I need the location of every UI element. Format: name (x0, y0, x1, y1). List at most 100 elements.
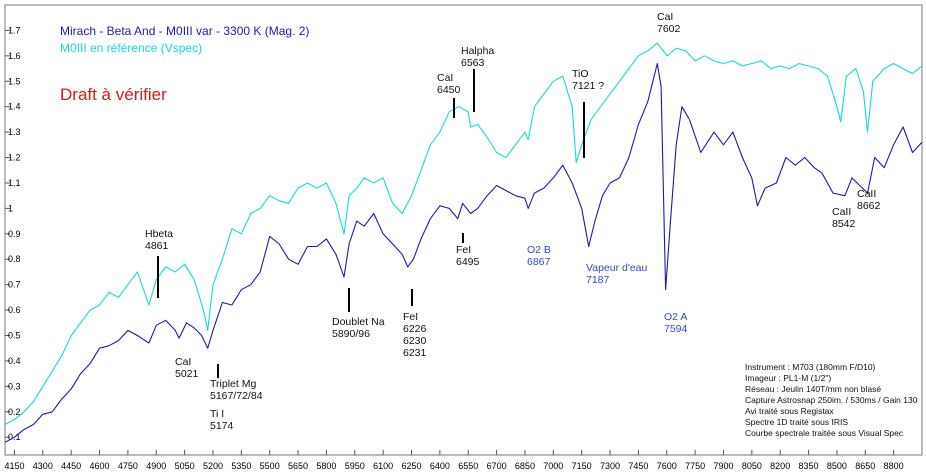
info-line: Courbe spectrale traitée sous Visual Spe… (745, 428, 904, 438)
x-tick-label: 8200 (770, 461, 790, 471)
annotation-label: CaII (857, 188, 876, 200)
annotation-label: O2 A (664, 311, 687, 323)
x-tick-label: 4450 (61, 461, 81, 471)
x-tick-label: 5200 (203, 461, 223, 471)
y-tick-label: 0.5 (8, 331, 21, 341)
series-group (4, 42, 923, 443)
x-tick-label: 4300 (33, 461, 53, 471)
info-line: Spectre 1D traité sous IRIS (745, 417, 848, 427)
x-tick-label: 6100 (373, 461, 393, 471)
series-line-reference (4, 42, 923, 425)
x-tick-label: 4150 (4, 461, 24, 471)
x-tick-label: 7150 (572, 461, 592, 471)
annotation-label: Doublet Na (332, 316, 385, 328)
series-line-mirach (4, 62, 923, 443)
y-tick-label: 0.9 (8, 229, 21, 239)
info-line: Instrument : M703 (180mm F/D10) (745, 362, 876, 372)
x-tick-label: 8050 (742, 461, 762, 471)
y-tick-label: 0.8 (8, 254, 21, 264)
annotation-label: 7602 (657, 23, 681, 35)
annotation-label: 8662 (857, 200, 881, 212)
annotation-label: 6230 (403, 335, 427, 347)
x-tick-label: 8650 (855, 461, 875, 471)
info-line: Réseau : Jeulin 140T/mm non blasé (745, 384, 881, 394)
annotation-label: Triplet Mg (210, 378, 256, 390)
annotation-label: CaI (437, 72, 453, 84)
x-tick-label: 7750 (685, 461, 705, 471)
info-line: Avi traité sous Registax (745, 406, 834, 416)
y-tick-label: 1.1 (8, 178, 21, 188)
draft-note: Draft à vérifier (60, 85, 167, 104)
info-line: Capture Astrosnap 250im. / 530ms / Gain … (745, 395, 918, 405)
annotation-label: 6231 (403, 347, 427, 359)
x-tick-label: 7600 (657, 461, 677, 471)
annotation-label: TiO (572, 68, 589, 80)
y-tick-label: 1.2 (8, 153, 21, 163)
annotation-label: Halpha (461, 45, 494, 57)
annotation-label: CaII (832, 206, 851, 218)
y-tick-label: 1.7 (8, 25, 21, 35)
annotation-label: 5021 (175, 368, 199, 380)
annotation-label: 5174 (210, 420, 234, 432)
x-tick-label: 6850 (515, 461, 535, 471)
annotation-label: 4861 (145, 240, 169, 252)
annotation-label: 6563 (461, 57, 485, 69)
y-tick-label: 0.7 (8, 280, 21, 290)
annotation-label: Ti I (210, 408, 224, 420)
y-tick-label: 1.4 (8, 102, 21, 112)
x-tick-label: 5350 (231, 461, 251, 471)
x-tick-label: 6400 (430, 461, 450, 471)
annotation-label: O2 B (527, 244, 551, 256)
plot-frame (4, 4, 923, 456)
y-tick-label: 1.6 (8, 51, 21, 61)
y-tick-label: 1.3 (8, 127, 21, 137)
legend-entry-mirach: Mirach - Beta And - M0III var - 3300 K (… (60, 24, 309, 38)
instrument-info: Instrument : M703 (180mm F/D10) Imageur … (745, 362, 918, 438)
annotation-label: CaI (175, 356, 191, 368)
x-tick-label: 7000 (543, 461, 563, 471)
x-tick-label: 7300 (600, 461, 620, 471)
legend-entry-reference: M0III en référence (Vspec) (60, 41, 202, 55)
annotation-label: 7594 (664, 323, 688, 335)
x-tick-label: 6250 (401, 461, 421, 471)
x-tick-label: 6700 (487, 461, 507, 471)
x-tick-label: 8500 (827, 461, 847, 471)
annotation-label: CaI (657, 11, 673, 23)
y-tick-label: 0.4 (8, 356, 21, 366)
annotation-label: 6495 (456, 256, 480, 268)
y-tick-label: 0.3 (8, 381, 21, 391)
annotation-label: Vapeur d'eau (586, 262, 648, 274)
annotation-label: Hbeta (145, 228, 173, 240)
x-tick-label: 8800 (884, 461, 904, 471)
legend: Mirach - Beta And - M0III var - 3300 K (… (60, 24, 309, 55)
annotation-label: FeI (403, 311, 418, 323)
annotation-label: 7187 (586, 274, 610, 286)
x-tick-label: 5500 (260, 461, 280, 471)
x-tick-label: 5950 (345, 461, 365, 471)
x-tick-label: 8350 (799, 461, 819, 471)
annotation-label: 8542 (832, 218, 856, 230)
x-tick-label: 5050 (175, 461, 195, 471)
x-tick-label: 7900 (713, 461, 733, 471)
x-tick-label: 6550 (458, 461, 478, 471)
grid-ticks: 4150 4300 4450 4600 4750 4900 5050 5200 5350 5500… (4, 25, 903, 471)
y-tick-label: 0.2 (8, 407, 21, 417)
annotation-label: 6226 (403, 323, 427, 335)
y-tick-label: 0.6 (8, 305, 21, 315)
annotation-label: 5890/96 (332, 328, 370, 340)
annotation-label: FeI (456, 244, 471, 256)
x-tick-label: 4900 (146, 461, 166, 471)
annotation-label: 6450 (437, 84, 461, 96)
annotation-label: 7121 ? (572, 80, 604, 92)
x-tick-label: 5650 (288, 461, 308, 471)
annotation-label: 6867 (527, 256, 551, 268)
y-tick-label: 1.5 (8, 76, 21, 86)
y-tick-label: 1 (8, 203, 13, 213)
x-tick-label: 4750 (118, 461, 138, 471)
x-tick-label: 4600 (90, 461, 110, 471)
annotation-label: 5167/72/84 (210, 390, 263, 402)
x-tick-label: 5800 (316, 461, 336, 471)
x-tick-label: 7450 (628, 461, 648, 471)
